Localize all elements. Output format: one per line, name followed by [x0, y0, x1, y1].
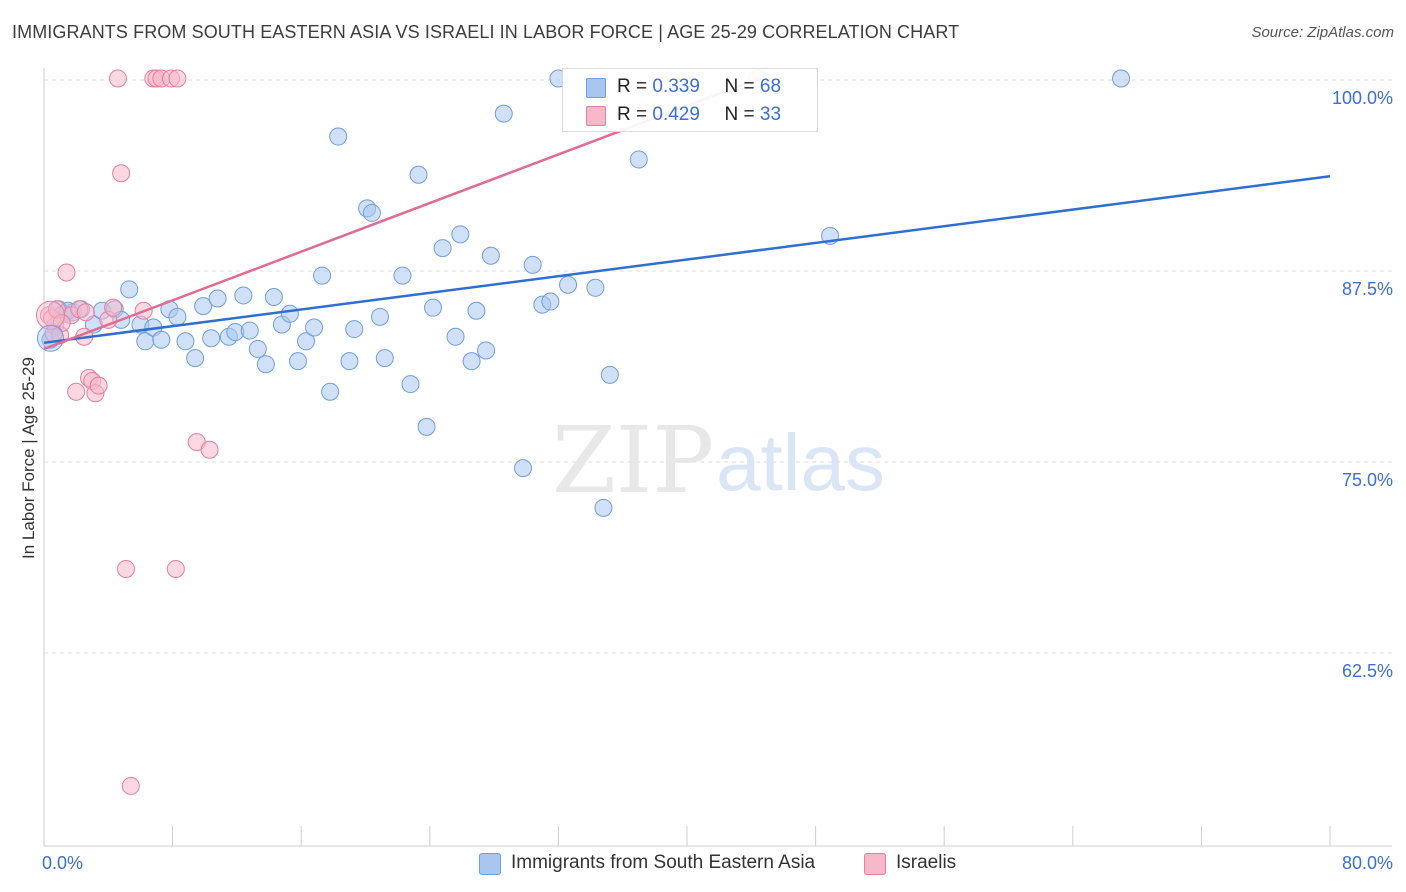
- se-asia-trend-line: [43, 175, 1331, 345]
- israeli-point: [112, 164, 131, 183]
- y-tick-label: 100.0%: [1332, 88, 1393, 108]
- se-asia-point: [594, 498, 613, 517]
- stats-n-label: N =: [724, 104, 755, 125]
- se-asia-point: [313, 266, 332, 285]
- se-asia-point: [256, 355, 275, 374]
- chart-title: IMMIGRANTS FROM SOUTH EASTERN ASIA VS IS…: [12, 22, 960, 42]
- israeli-point: [76, 303, 95, 322]
- stats-r-value: 0.339: [652, 76, 700, 97]
- se-asia-point: [280, 304, 299, 323]
- watermark-atlas: atlas: [716, 418, 885, 507]
- israeli-point: [116, 559, 135, 578]
- se-asia-point: [362, 203, 381, 222]
- se-asia-point: [433, 239, 452, 258]
- stats-n-value: 68: [759, 76, 782, 97]
- stats-r-label: R =: [617, 76, 648, 97]
- israeli-point: [35, 300, 65, 330]
- se-asia-point: [446, 327, 465, 346]
- se-asia-point: [481, 246, 500, 265]
- se-asia-point: [248, 339, 267, 358]
- se-asia-point: [240, 321, 259, 340]
- se-asia-point: [345, 320, 364, 339]
- se-asia-point: [370, 307, 389, 326]
- se-asia-point: [541, 292, 560, 311]
- se-asia-point: [409, 165, 428, 184]
- se-asia-point: [586, 278, 605, 297]
- se-asia-point: [202, 329, 221, 348]
- se-asia-point: [523, 255, 542, 274]
- israeli-point: [57, 263, 76, 282]
- israeli-point: [121, 776, 140, 795]
- se-asia-point: [194, 297, 213, 316]
- stats-n-label: N =: [724, 76, 755, 97]
- israeli-point: [67, 382, 86, 401]
- x-tick-label: 80.0%: [1342, 853, 1393, 873]
- se-asia-point: [329, 127, 348, 146]
- israeli-point: [200, 440, 219, 459]
- stats-n-value: 33: [759, 104, 782, 125]
- se-asia-point: [208, 289, 227, 308]
- se-asia-point: [451, 225, 470, 244]
- legend-swatch-se-asia: [479, 853, 501, 875]
- se-asia-point: [514, 459, 533, 478]
- se-asia-point: [417, 417, 436, 436]
- watermark-zip: ZIP: [552, 407, 714, 514]
- se-asia-point: [494, 104, 513, 123]
- legend-label-se-asia: Immigrants from South Eastern Asia: [511, 852, 816, 873]
- grid-layer: [44, 79, 1392, 654]
- legend-swatch-israelis: [864, 853, 886, 875]
- y-tick-label: 87.5%: [1342, 279, 1393, 299]
- se-asia-point: [186, 349, 205, 368]
- se-asia-point: [120, 280, 139, 299]
- x-tick-label: 0.0%: [42, 853, 83, 873]
- y-tick-label: 75.0%: [1342, 470, 1393, 490]
- se-asia-point: [477, 341, 496, 360]
- se-asia-point: [234, 286, 253, 305]
- israeli-point: [166, 559, 185, 578]
- se-asia-point: [424, 298, 443, 317]
- se-asia-point: [264, 287, 283, 306]
- se-asia-point: [152, 330, 171, 349]
- se-asia-point: [305, 318, 324, 337]
- source-label: Source: ZipAtlas.com: [1251, 24, 1394, 41]
- stats-box: R = 0.339 N = 68 R = 0.429 N = 33: [562, 68, 818, 132]
- legend: Immigrants from South Eastern Asia Israe…: [0, 852, 1406, 878]
- se-asia-point: [393, 266, 412, 285]
- stats-swatch-se-asia: [586, 78, 606, 98]
- se-asia-point: [297, 332, 316, 351]
- israeli-point: [89, 376, 108, 395]
- y-axis-label: In Labor Force | Age 25-29: [19, 357, 38, 559]
- watermark: ZIP atlas: [552, 407, 885, 514]
- se-asia-point: [340, 352, 359, 371]
- israeli-point: [108, 69, 127, 88]
- se-asia-point: [462, 352, 481, 371]
- se-asia-point: [600, 365, 619, 384]
- se-asia-point: [559, 275, 578, 294]
- stats-swatch-israelis: [586, 106, 606, 126]
- se-asia-point: [321, 382, 340, 401]
- stats-r-label: R =: [617, 104, 648, 125]
- se-asia-point: [401, 375, 420, 394]
- se-asia-point: [168, 307, 187, 326]
- se-asia-point: [467, 301, 486, 320]
- se-asia-point: [288, 352, 307, 371]
- axis-layer: 62.5% 75.0% 87.5% 100.0% 0.0% 80.0%: [42, 68, 1393, 873]
- se-asia-point: [176, 332, 195, 351]
- stats-r-value: 0.429: [652, 104, 700, 125]
- israeli-point: [168, 69, 187, 88]
- legend-label-israelis: Israelis: [896, 852, 957, 873]
- israeli-point: [104, 298, 123, 317]
- se-asia-point: [1112, 69, 1131, 88]
- se-asia-point: [629, 150, 648, 169]
- se-asia-point: [375, 349, 394, 368]
- y-tick-label: 62.5%: [1342, 661, 1393, 681]
